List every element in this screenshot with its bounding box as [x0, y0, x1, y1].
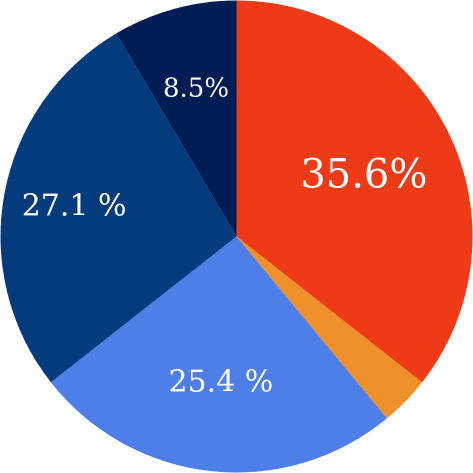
pie-slice-label-0: 35.6%: [300, 152, 427, 198]
pie-slice-label-3: 27.1 %: [22, 189, 127, 224]
pie-labels: 35.6% 25.4 % 27.1 % 8.5%: [22, 74, 428, 400]
pie-slice-0: [236, 0, 473, 383]
pie-slice-3: [0, 33, 237, 383]
pie-slice-label-4: 8.5%: [163, 74, 229, 104]
pie-slice-2: [50, 236, 387, 473]
pie-slice-1: [236, 236, 423, 419]
pie-slice-label-2: 25.4 %: [168, 364, 273, 399]
pie-slice-4: [116, 0, 237, 237]
